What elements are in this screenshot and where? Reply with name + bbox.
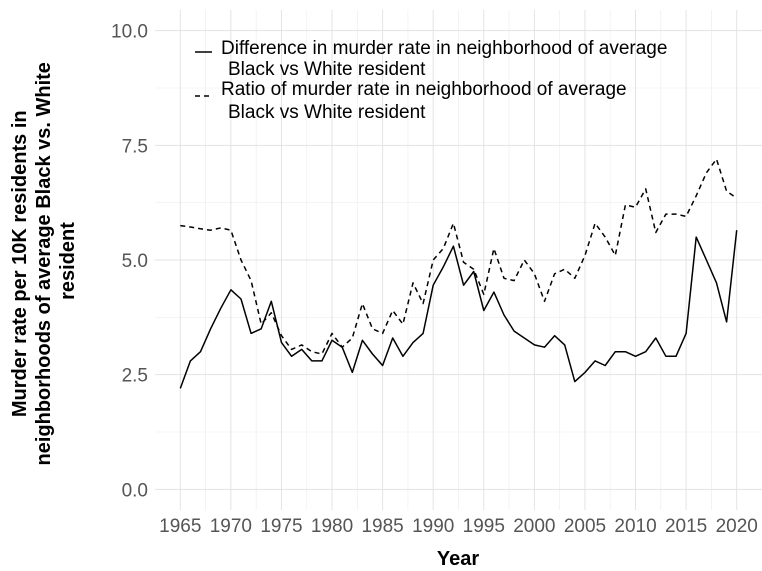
x-axis-tick-labels: 1965 1970 1975 1980 1985 1990 1995 2000 2005 2010…: [159, 516, 758, 537]
x-tick-label: 2015: [665, 516, 707, 537]
series-layer: [179, 158, 738, 389]
x-tick-label: 2005: [564, 516, 606, 537]
x-tick-label: 1975: [260, 516, 302, 537]
x-tick-label: 1980: [311, 516, 353, 537]
y-tick-label: 0.0: [122, 480, 148, 501]
legend-label-difference-line-1: Difference in murder rate in neighborhoo…: [221, 38, 667, 59]
x-tick-label: 1995: [463, 516, 505, 537]
legend-label-difference: Difference in murder rate in neighborhoo…: [221, 38, 673, 80]
y-tick-label: 5.0: [122, 251, 148, 272]
y-tick-label: 2.5: [122, 366, 148, 387]
x-tick-label: 1970: [210, 516, 252, 537]
legend-label-ratio-line-1: Ratio of murder rate in neighborhood of …: [221, 79, 627, 100]
x-tick-label: 2020: [716, 516, 758, 537]
x-axis-title: Year: [437, 548, 479, 570]
legend-label-ratio-line-2: Black vs White resident: [228, 102, 426, 123]
y-tick-label: 7.5: [122, 136, 148, 157]
y-axis-tick-labels: 0.0 2.5 5.0 7.5 10.0: [111, 22, 148, 502]
major-gridlines: [155, 10, 762, 510]
x-tick-label: 2000: [513, 516, 555, 537]
y-axis-title-line-2: neighborhoods of average Black vs. White: [33, 62, 55, 465]
x-tick-label: 1990: [412, 516, 454, 537]
y-axis-title-line-1: Murder rate per 10K residents in: [9, 110, 31, 417]
legend-label-difference-line-2: Black vs White resident: [228, 59, 426, 80]
series-line-difference: [179, 230, 738, 389]
y-axis-title: Murder rate per 10K residents in neighbo…: [9, 57, 79, 466]
legend: Difference in murder rate in neighborhoo…: [195, 38, 673, 123]
y-axis-title-line-3: resident: [57, 222, 79, 300]
x-tick-label: 1965: [159, 516, 201, 537]
legend-label-ratio: Ratio of murder rate in neighborhood of …: [221, 79, 632, 123]
x-tick-label: 1985: [361, 516, 403, 537]
x-tick-label: 2010: [614, 516, 656, 537]
y-tick-label: 10.0: [111, 22, 148, 43]
